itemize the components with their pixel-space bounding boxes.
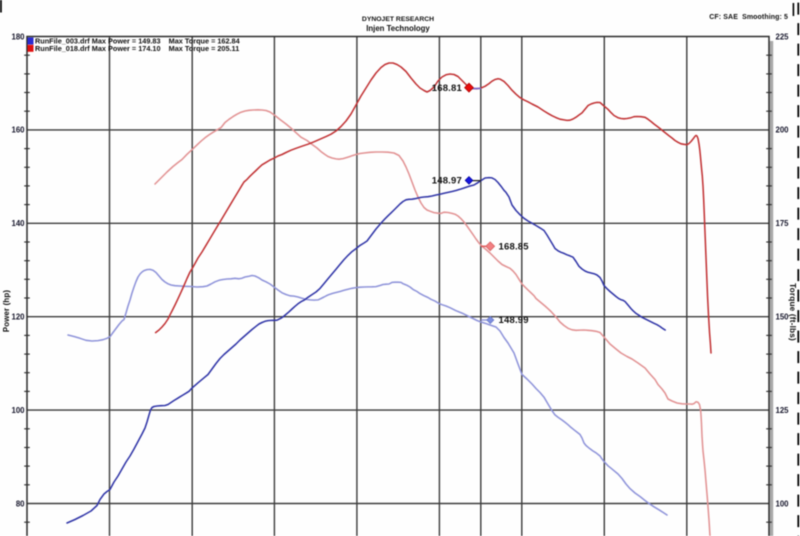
svg-text:148.97: 148.97 xyxy=(432,176,462,187)
svg-text:RunFile_003.drf Max Power = 14: RunFile_003.drf Max Power = 149.83 Max T… xyxy=(35,36,241,45)
svg-text:175: 175 xyxy=(776,219,790,228)
svg-text:168.81: 168.81 xyxy=(432,83,463,94)
svg-text:125: 125 xyxy=(776,406,790,415)
svg-text:168.85: 168.85 xyxy=(499,241,530,252)
svg-text:100: 100 xyxy=(11,406,25,415)
svg-text:148.99: 148.99 xyxy=(499,315,529,326)
svg-text:180: 180 xyxy=(11,32,25,41)
svg-text:150: 150 xyxy=(776,313,790,322)
svg-text:80: 80 xyxy=(16,499,25,508)
svg-text:120: 120 xyxy=(11,313,25,322)
svg-text:RunFile_018.drf Max Power = 17: RunFile_018.drf Max Power = 174.10 Max T… xyxy=(35,44,239,53)
svg-text:140: 140 xyxy=(11,219,25,228)
svg-text:Injen Technology: Injen Technology xyxy=(366,24,430,33)
svg-text:DYNOJET RESEARCH: DYNOJET RESEARCH xyxy=(362,16,434,23)
svg-text:CF: SAE Smoothing: 5: CF: SAE Smoothing: 5 xyxy=(709,14,788,21)
svg-text:100: 100 xyxy=(776,499,790,508)
svg-text:225: 225 xyxy=(776,32,790,41)
svg-text:Torque (ft-lbs): Torque (ft-lbs) xyxy=(788,283,797,341)
svg-text:160: 160 xyxy=(11,126,25,135)
svg-text:Power (hp): Power (hp) xyxy=(2,290,11,332)
svg-text:200: 200 xyxy=(776,126,790,135)
